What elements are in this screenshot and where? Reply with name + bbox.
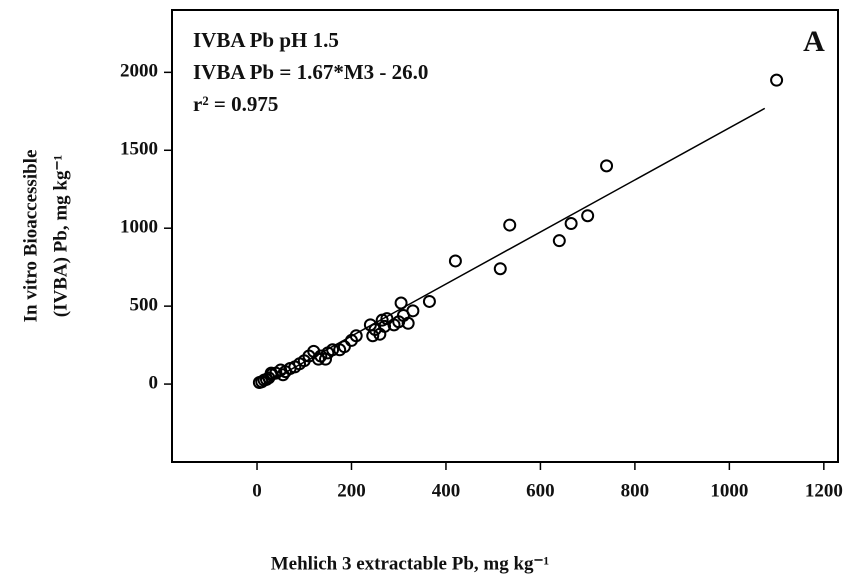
data-point	[394, 296, 408, 310]
data-point	[406, 304, 420, 318]
data-point	[366, 329, 380, 343]
x-tick-label: 0	[252, 480, 262, 501]
data-point	[770, 73, 784, 87]
y-tick-label: 1500	[120, 139, 158, 160]
y-tick-label: 2000	[120, 61, 158, 82]
y-axis-label: (IVBA) Pb, mg kg⁻¹	[50, 155, 71, 317]
x-tick-label: 400	[432, 480, 461, 501]
annotation: IVBA Pb pH 1.5	[193, 28, 339, 52]
data-point	[321, 346, 335, 360]
x-tick-label: 800	[621, 480, 650, 501]
annotation: r² = 0.975	[193, 92, 278, 116]
y-axis-label: In vitro Bioaccessible	[20, 150, 41, 323]
x-axis-label: Mehlich 3 extractable Pb, mg kg⁻¹	[271, 553, 550, 574]
panel-label: A	[803, 25, 825, 58]
data-point	[552, 234, 566, 248]
data-point	[448, 254, 462, 268]
x-tick-label: 1000	[710, 480, 748, 501]
plot-frame	[171, 9, 839, 463]
data-point	[503, 218, 517, 232]
data-point	[375, 313, 389, 327]
fit-line	[263, 107, 766, 385]
data-point	[252, 376, 266, 390]
data-point	[264, 366, 278, 380]
data-point	[401, 316, 415, 330]
annotation: IVBA Pb = 1.67*M3 - 26.0	[193, 60, 428, 84]
data-point	[581, 209, 595, 223]
data-point	[378, 319, 392, 333]
data-point	[600, 159, 614, 173]
data-point	[493, 262, 507, 276]
y-tick-label: 1000	[120, 217, 158, 238]
data-point	[422, 294, 436, 308]
data-point	[333, 343, 347, 357]
x-tick-label: 1200	[805, 480, 843, 501]
x-tick-label: 600	[526, 480, 555, 501]
x-tick-label: 200	[337, 480, 366, 501]
y-tick-label: 0	[149, 372, 159, 393]
data-point	[311, 352, 325, 366]
data-point	[564, 217, 578, 231]
y-tick-label: 500	[130, 294, 159, 315]
